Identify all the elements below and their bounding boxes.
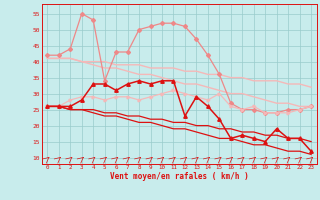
X-axis label: Vent moyen/en rafales ( km/h ): Vent moyen/en rafales ( km/h ) [110, 172, 249, 181]
